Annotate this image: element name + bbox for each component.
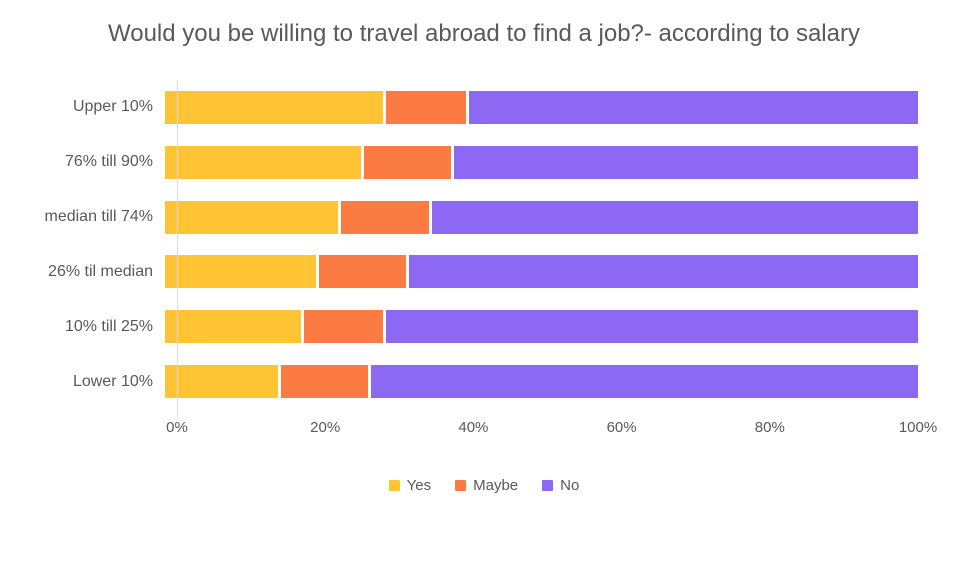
bar-segment-yes bbox=[165, 90, 384, 124]
category-label: median till 74% bbox=[44, 208, 154, 226]
bar-track bbox=[165, 90, 918, 124]
bar-segment-yes bbox=[165, 365, 278, 399]
legend-item-maybe: Maybe bbox=[455, 477, 518, 494]
bar-track bbox=[165, 145, 918, 179]
bar-segment-maybe bbox=[360, 145, 452, 179]
legend-swatch-icon bbox=[542, 480, 554, 491]
bar-row: Lower 10% bbox=[0, 354, 918, 409]
bar-row: Upper 10% bbox=[0, 80, 918, 135]
legend-item-no: No bbox=[542, 477, 579, 494]
bar-segment-maybe bbox=[383, 90, 467, 124]
bar-segment-yes bbox=[165, 255, 316, 289]
bar-segment-no bbox=[466, 90, 918, 124]
legend-label: No bbox=[560, 477, 580, 494]
x-tick-label: 20% bbox=[310, 419, 341, 436]
category-label: Lower 10% bbox=[72, 372, 153, 390]
category-label: 76% till 90% bbox=[64, 153, 153, 171]
bar-track bbox=[165, 255, 918, 289]
legend-label: Maybe bbox=[473, 477, 519, 494]
bar-segment-yes bbox=[165, 310, 301, 344]
bar-segment-no bbox=[368, 365, 918, 399]
bar-segment-no bbox=[383, 310, 918, 344]
bar-segment-maybe bbox=[338, 200, 429, 234]
x-tick-label: 40% bbox=[458, 419, 489, 436]
bar-row: 10% till 25% bbox=[0, 299, 918, 354]
legend-item-yes: Yes bbox=[388, 477, 432, 494]
legend-swatch-icon bbox=[388, 480, 400, 491]
category-label: 26% til median bbox=[48, 262, 153, 280]
bar-segment-maybe bbox=[300, 310, 384, 344]
category-label: Upper 10% bbox=[72, 98, 153, 116]
chart-title: Would you be willing to travel abroad to… bbox=[108, 20, 860, 47]
bar-segment-no bbox=[428, 200, 918, 234]
bar-segment-yes bbox=[165, 145, 361, 179]
bar-rows: Upper 10% 76% till 90% median till 74% 26% … bbox=[0, 80, 918, 409]
bar-track bbox=[165, 200, 918, 234]
plot-area: Upper 10% 76% till 90% median till 74% 26% … bbox=[0, 80, 918, 415]
bar-segment-maybe bbox=[315, 255, 406, 289]
bar-segment-no bbox=[405, 255, 918, 289]
bar-row: median till 74% bbox=[0, 190, 918, 245]
x-tick-label: 60% bbox=[606, 419, 637, 436]
x-tick-label: 80% bbox=[754, 419, 785, 436]
bar-track bbox=[165, 310, 918, 344]
bar-segment-maybe bbox=[277, 365, 369, 399]
legend-swatch-icon bbox=[455, 480, 467, 491]
x-axis: 0% 20% 40% 60% 80% 100% bbox=[166, 419, 937, 439]
bar-row: 26% til median bbox=[0, 244, 918, 299]
x-tick-label: 100% bbox=[898, 419, 938, 436]
x-tick-label: 0% bbox=[166, 419, 188, 436]
category-label: 10% till 25% bbox=[64, 317, 153, 335]
legend-label: Yes bbox=[406, 477, 432, 494]
bar-track bbox=[165, 365, 918, 399]
bar-row: 76% till 90% bbox=[0, 135, 918, 190]
legend: Yes Maybe No bbox=[0, 477, 968, 494]
bar-segment-no bbox=[451, 145, 918, 179]
bar-segment-yes bbox=[165, 200, 339, 234]
